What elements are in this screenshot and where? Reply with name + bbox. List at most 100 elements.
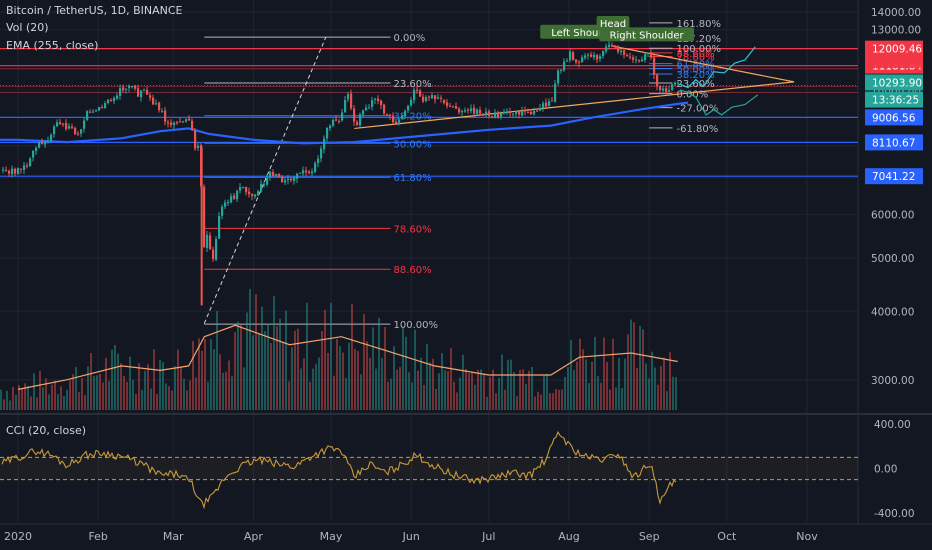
volume-bar <box>237 321 239 410</box>
volume-bar <box>393 346 395 410</box>
volume-bar <box>657 384 659 410</box>
volume-bar <box>153 349 155 410</box>
candle-body <box>365 107 368 111</box>
ema-legend[interactable]: EMA (255, close) <box>6 39 99 52</box>
volume-bar <box>33 373 35 410</box>
candle-body <box>125 88 128 90</box>
candle-body <box>101 107 104 109</box>
volume-bar <box>285 310 287 410</box>
volume-bar <box>93 375 95 410</box>
volume-bar <box>441 353 443 410</box>
volume-bar <box>417 370 419 410</box>
volume-bar <box>669 352 671 410</box>
volume-legend[interactable]: Vol (20) <box>6 21 49 34</box>
volume-bar <box>141 389 143 410</box>
volume-bar <box>510 359 512 410</box>
candle-body <box>281 176 284 183</box>
candle-body <box>245 186 248 193</box>
candle-body <box>254 194 257 197</box>
price-axis-tag-label: 8110.67 <box>872 137 915 149</box>
volume-bar <box>633 322 635 410</box>
volume-bar <box>435 388 437 410</box>
volume-bar <box>234 332 236 410</box>
candle-body <box>665 88 668 93</box>
volume-bar <box>240 323 242 410</box>
candle-body <box>443 99 446 104</box>
candle-body <box>572 52 575 61</box>
volume-bar <box>219 354 221 410</box>
candle-body <box>56 122 59 127</box>
candle-body <box>116 95 119 99</box>
fib-extension-label: 161.80% <box>676 19 721 30</box>
candle-body <box>332 119 335 126</box>
symbol-legend[interactable]: Bitcoin / TetherUS, 1D, BINANCE <box>6 4 183 17</box>
candle-body <box>326 127 329 139</box>
candle-body <box>542 103 545 108</box>
candle-body <box>320 148 323 159</box>
candle-body <box>50 134 53 141</box>
volume-bar <box>222 372 224 410</box>
candle-body <box>146 89 149 95</box>
volume-bar <box>672 376 674 410</box>
volume-bar <box>318 357 320 410</box>
volume-bar <box>528 370 530 410</box>
volume-bar <box>273 295 275 410</box>
price-axis-tag-bg <box>865 109 923 126</box>
candle-body <box>224 202 227 207</box>
volume-bar <box>207 381 209 410</box>
candle-body <box>89 111 92 113</box>
cci-y-tick-label: 400.00 <box>874 419 911 431</box>
x-tick-label: Sep <box>639 530 660 543</box>
candle-body <box>218 215 221 239</box>
x-tick-label: Aug <box>558 530 579 543</box>
volume-bar <box>57 394 59 410</box>
candle-body <box>356 122 359 126</box>
volume-bar <box>315 364 317 410</box>
candle-body <box>230 196 233 203</box>
candle-body <box>551 100 554 102</box>
price-axis-tag: 13:36:25 <box>865 91 923 108</box>
candle-body <box>20 168 23 170</box>
volume-bar <box>192 340 194 410</box>
pattern-label-text: Right Shoulder <box>610 30 685 41</box>
volume-ma-line <box>17 324 678 390</box>
x-tick-label: Nov <box>796 530 818 543</box>
volume-bar <box>390 378 392 410</box>
y-tick-label: 3000.00 <box>871 375 914 387</box>
volume-bar <box>138 363 140 410</box>
candle-body <box>386 114 389 116</box>
fib-level-label: 38.20% <box>394 112 432 123</box>
candle-body <box>422 96 425 102</box>
y-tick-label: 6000.00 <box>871 209 914 221</box>
candle-body <box>641 59 644 62</box>
volume-bar <box>603 337 605 410</box>
volume-bar <box>351 304 353 410</box>
volume-bar <box>168 386 170 410</box>
candle-body <box>194 130 197 149</box>
candle-body <box>578 61 581 63</box>
candle-body <box>662 88 665 91</box>
volume-bar <box>297 328 299 410</box>
volume-bar <box>438 373 440 410</box>
volume-bar <box>621 388 623 410</box>
candle-body <box>227 201 230 204</box>
candle-body <box>182 120 185 122</box>
volume-bar <box>609 389 611 410</box>
candle-body <box>614 45 617 47</box>
ema-line <box>0 101 689 145</box>
x-tick-label: Mar <box>163 530 184 543</box>
candle-body <box>449 105 452 107</box>
candle-body <box>428 96 431 98</box>
candle-body <box>581 57 584 63</box>
cci-legend[interactable]: CCI (20, close) <box>6 424 87 437</box>
volume-bar <box>378 317 380 410</box>
candle-body <box>98 107 101 111</box>
candle-body <box>389 114 392 116</box>
volume-bar <box>255 294 257 410</box>
candle-body <box>569 51 572 61</box>
volume-bar <box>135 393 137 410</box>
pattern-label-bg <box>596 15 630 30</box>
cci-band-fill <box>0 457 858 480</box>
volume-bar <box>327 352 329 410</box>
candle-body <box>80 129 83 134</box>
